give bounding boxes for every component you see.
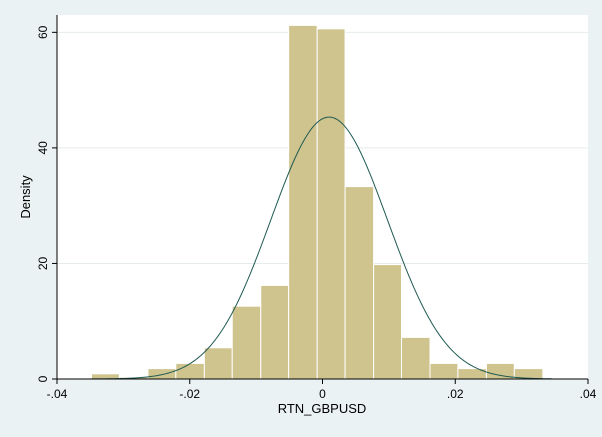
histogram-bar <box>288 24 318 380</box>
x-tick-label: -.02 <box>179 387 200 401</box>
x-tick-label: .02 <box>447 387 464 401</box>
histogram-bar <box>260 284 290 380</box>
histogram-bar <box>373 264 402 380</box>
y-tick-label: 40 <box>36 141 50 155</box>
histogram-bar <box>203 347 233 380</box>
y-axis-title: Density <box>18 175 33 219</box>
histogram-bars <box>91 24 544 380</box>
x-axis-title: RTN_GBPUSD <box>278 401 367 416</box>
y-axis-ticks: 0 20 40 60 <box>36 25 57 382</box>
x-axis-ticks: -.04 -.02 0 .02 .04 <box>47 379 597 401</box>
histogram-bar <box>316 28 346 380</box>
histogram-bar <box>175 362 205 380</box>
y-tick-label: 20 <box>36 256 50 270</box>
x-tick-label: .04 <box>580 387 597 401</box>
x-tick-label: 0 <box>319 387 326 401</box>
histogram-bar <box>231 305 262 380</box>
x-tick-label: -.04 <box>47 387 68 401</box>
y-tick-label: 60 <box>36 25 50 39</box>
histogram-bar <box>344 186 375 380</box>
y-tick-label: 0 <box>36 375 50 382</box>
histogram-bar <box>400 336 431 380</box>
histogram-bar <box>429 362 459 380</box>
normal-density-curve <box>90 116 552 380</box>
histogram-bar <box>147 368 177 380</box>
